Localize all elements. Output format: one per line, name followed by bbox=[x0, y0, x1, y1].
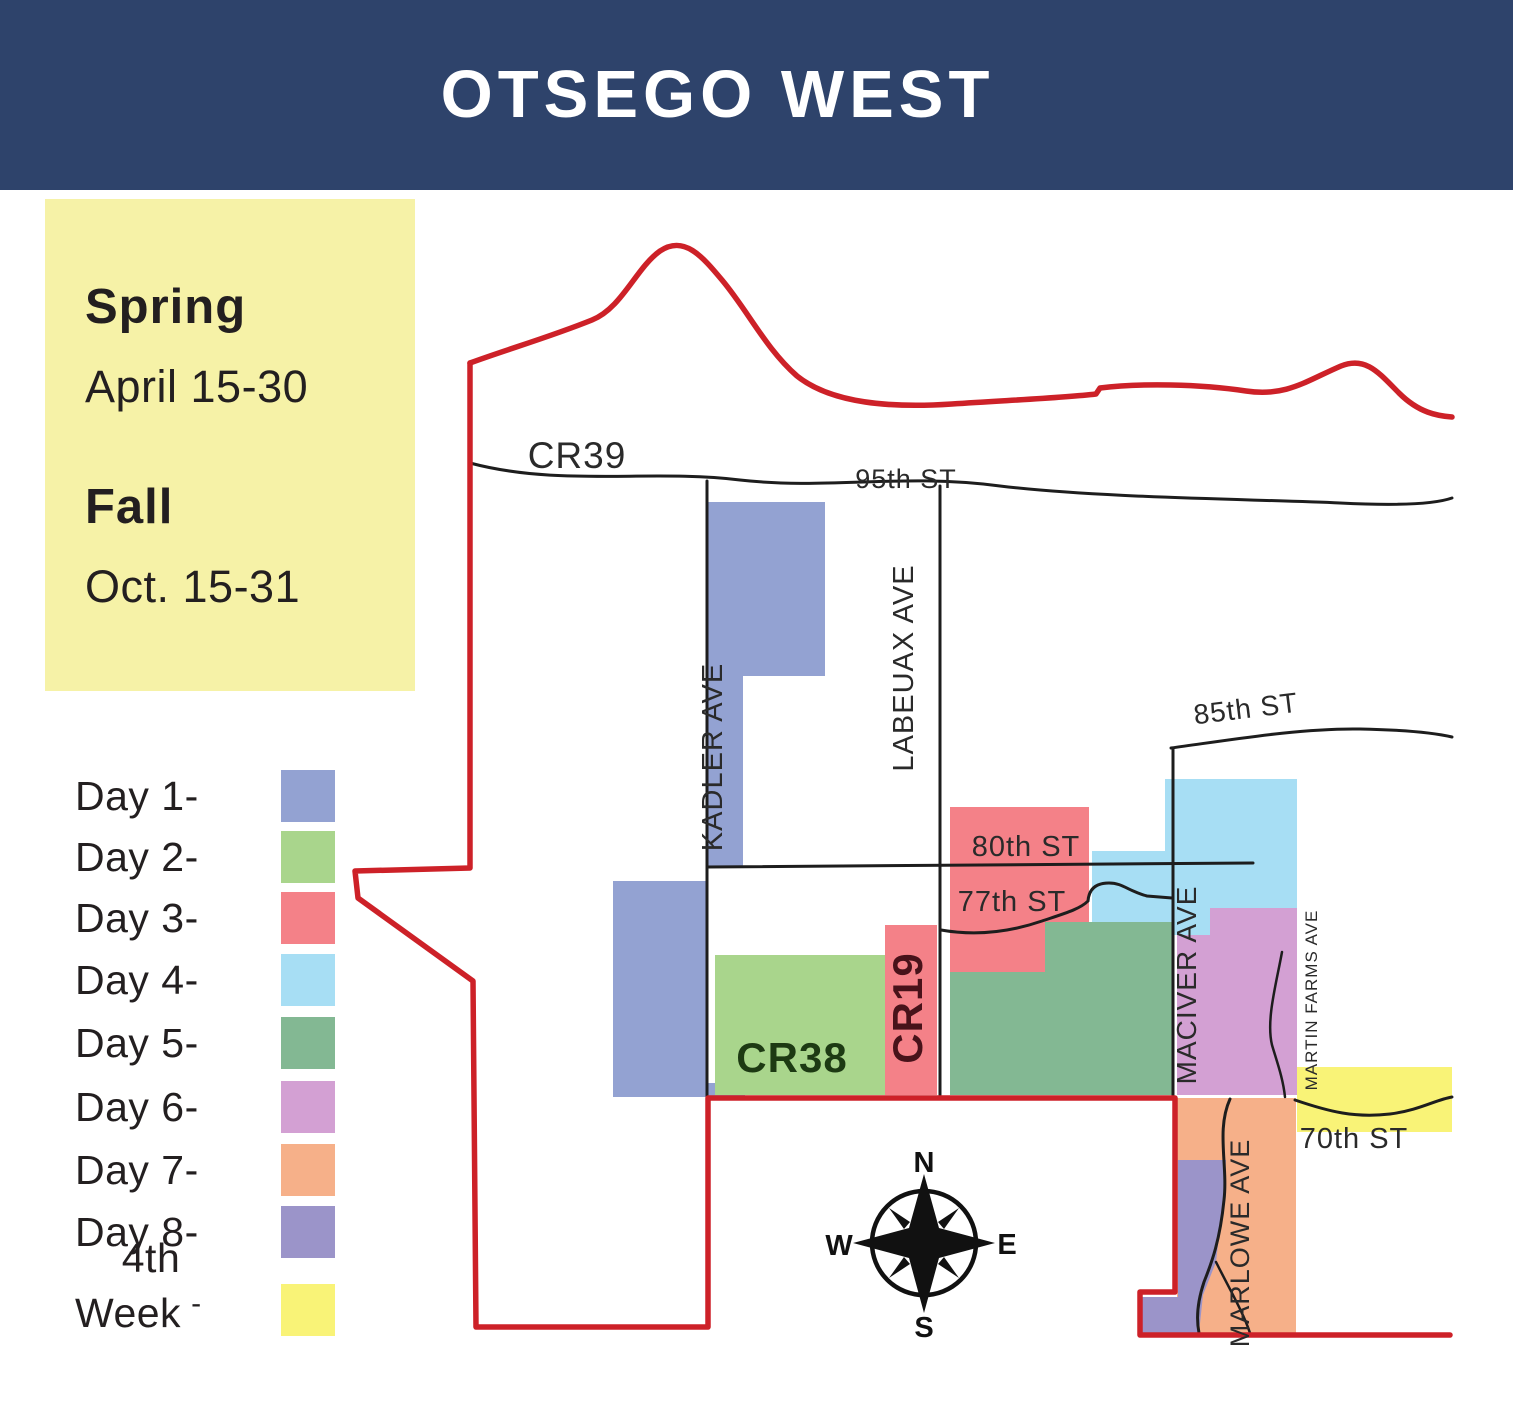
legend: Day 1- Day 2- Day 3- Day 4- Day 5- Day 6… bbox=[75, 770, 335, 1370]
label-70th-st: 70th ST bbox=[1300, 1123, 1409, 1155]
label-80th-st: 80th ST bbox=[972, 831, 1081, 863]
legend-item-day5: Day 5- bbox=[75, 1017, 335, 1069]
legend-item-day3: Day 3- bbox=[75, 892, 335, 944]
label-cr19: CR19 bbox=[884, 952, 931, 1063]
compass-ray-se bbox=[938, 1257, 959, 1278]
legend-label: Day 3- bbox=[75, 894, 199, 941]
legend-item-day8: Day 8- bbox=[75, 1206, 335, 1258]
region-day1-kadler-north bbox=[707, 502, 825, 866]
label-labeuax-ave: LABEUAX AVE bbox=[888, 564, 920, 771]
legend-label: 4th Week - bbox=[75, 1235, 202, 1336]
fall-dates: Oct. 15-31 bbox=[85, 561, 301, 612]
legend-swatch-day8 bbox=[281, 1206, 335, 1258]
label-95th-st: 95th ST bbox=[855, 464, 957, 494]
road-marlowe-curve bbox=[1214, 1260, 1252, 1335]
region-day3-cr19 bbox=[885, 925, 937, 1095]
legend-item-day4: Day 4- bbox=[75, 954, 335, 1006]
spring-dates: April 15-30 bbox=[85, 361, 309, 412]
compass-n: N bbox=[914, 1147, 935, 1179]
legend-swatch-day2 bbox=[281, 831, 335, 883]
region-day3-80th bbox=[950, 807, 1089, 972]
label-cr38: CR38 bbox=[736, 1034, 847, 1081]
legend-item-day6: Day 6- bbox=[75, 1081, 335, 1133]
compass-star bbox=[853, 1174, 995, 1313]
legend-swatch-4th-week bbox=[281, 1284, 335, 1336]
legend-item-day1: Day 1- bbox=[75, 770, 335, 822]
legend-label: Day 8- bbox=[75, 1208, 199, 1255]
region-day2-cr38 bbox=[715, 955, 885, 1095]
legend-label: Day 2- bbox=[75, 833, 199, 880]
road-80th-st bbox=[705, 861, 1255, 869]
region-day4-85th bbox=[1165, 779, 1297, 935]
road-marlowe-ave bbox=[1196, 1097, 1232, 1335]
legend-label: Day 6- bbox=[75, 1083, 199, 1130]
road-cr39-95th-st bbox=[468, 461, 1454, 506]
compass-s: S bbox=[914, 1312, 933, 1344]
road-77th-st bbox=[939, 881, 1174, 935]
legend-label: Day 1- bbox=[75, 772, 199, 819]
label-cr39: CR39 bbox=[528, 435, 627, 476]
legend-item-4th-week: 4th Week - bbox=[75, 1236, 335, 1336]
legend-label: Day 4- bbox=[75, 956, 199, 1003]
compass-e: E bbox=[997, 1229, 1016, 1261]
compass-ray-sw bbox=[889, 1257, 910, 1278]
road-70th-st bbox=[1293, 1095, 1454, 1117]
legend-swatch-day7 bbox=[281, 1144, 335, 1196]
map-roads bbox=[468, 461, 1454, 1335]
region-day1-kadler-south bbox=[613, 881, 707, 1097]
legend-swatch-day4 bbox=[281, 954, 335, 1006]
boundary-river-curve bbox=[467, 242, 1455, 420]
region-day4-west bbox=[1092, 851, 1165, 922]
region-4th-week-70th bbox=[1297, 1067, 1452, 1132]
page-title: OTSEGO WEST bbox=[440, 57, 995, 132]
label-85th-st: 85th ST bbox=[1192, 687, 1300, 731]
legend-item-day7: Day 7- bbox=[75, 1144, 335, 1196]
region-day8-marlowe bbox=[1141, 1160, 1226, 1333]
fall-label: Fall bbox=[85, 480, 174, 534]
label-marlowe-ave: MARLOWE AVE bbox=[1225, 1139, 1255, 1348]
map-regions bbox=[613, 502, 1452, 1333]
road-martin-farms-ave bbox=[1268, 950, 1287, 1099]
legend-label: Day 5- bbox=[75, 1019, 199, 1066]
road-85th-st bbox=[1169, 727, 1454, 750]
legend-item-day2: Day 2- bbox=[75, 831, 335, 883]
spring-label: Spring bbox=[85, 280, 247, 334]
compass-ray-nw bbox=[889, 1208, 910, 1229]
header: OTSEGO WEST bbox=[0, 0, 1513, 190]
legend-swatch-day6 bbox=[281, 1081, 335, 1133]
compass-rose-icon: N S W E bbox=[825, 1147, 1016, 1344]
city-boundary bbox=[352, 242, 1455, 1338]
compass-w: W bbox=[825, 1230, 853, 1262]
label-maciver-ave: MACIVER AVE bbox=[1171, 886, 1202, 1085]
region-day6-maciver bbox=[1177, 908, 1297, 1095]
legend-swatch-day1 bbox=[281, 770, 335, 822]
legend-swatch-day3 bbox=[281, 892, 335, 944]
region-day5 bbox=[950, 922, 1172, 1095]
compass-ray-ne bbox=[938, 1208, 959, 1229]
label-martin-farms-ave: MARTIN FARMS AVE bbox=[1302, 910, 1321, 1091]
boundary-main bbox=[352, 360, 1453, 1338]
label-kadler-ave: KADLER AVE bbox=[697, 663, 729, 851]
street-labels: CR39 95th ST KADLER AVE LABEUAX AVE 85th… bbox=[528, 435, 1409, 1348]
legend-swatch-day5 bbox=[281, 1017, 335, 1069]
legend-label: Day 7- bbox=[75, 1146, 199, 1193]
schedule-info-box: Spring April 15-30 Fall Oct. 15-31 bbox=[45, 199, 415, 691]
label-77th-st: 77th ST bbox=[958, 886, 1067, 918]
